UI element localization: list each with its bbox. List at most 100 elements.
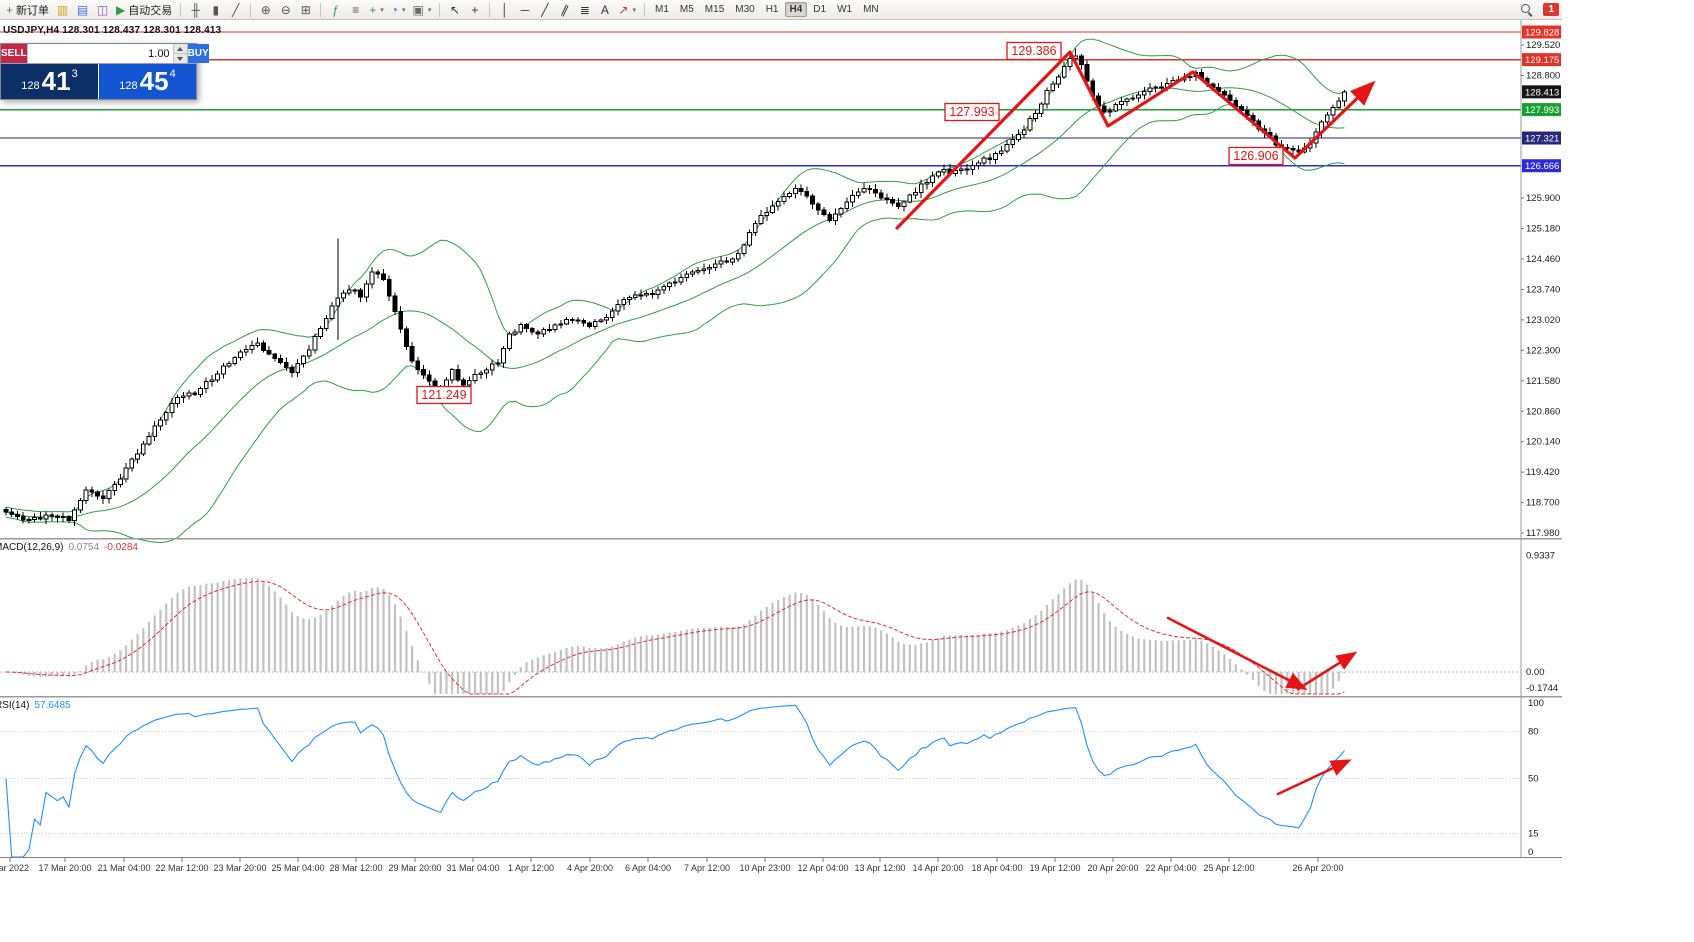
timeframe-m30-button[interactable]: M30 (735, 4, 755, 15)
fibonacci-button[interactable]: ≣ (575, 1, 594, 18)
macd-label: MACD(12,26,9) 0.0754 -0.0284 (0, 542, 138, 553)
buy-button[interactable]: BUY (187, 44, 209, 63)
svg-text:129.386: 129.386 (1011, 44, 1056, 58)
svg-text:125.180: 125.180 (1526, 224, 1560, 235)
toolbar-separator (320, 2, 322, 17)
fibonacci-icon: ≣ (579, 2, 590, 17)
symbol-ohlc-label: USDJPY,H4 128.301 128.437 128.301 128.41… (3, 25, 222, 36)
svg-text:50: 50 (1528, 774, 1539, 785)
market-watch-button[interactable]: ▤ (73, 1, 92, 18)
toolbar-separator (439, 2, 441, 17)
crosshair-button[interactable]: + (465, 1, 484, 18)
cursor-button[interactable]: ↖ (445, 1, 464, 18)
trendline-button[interactable]: ╱ (535, 1, 554, 18)
svg-text:-0.1744: -0.1744 (1526, 683, 1558, 694)
tile-windows-button[interactable]: ⊞ (296, 1, 315, 18)
sell-price-sup: 3 (71, 67, 78, 80)
profiles-button[interactable]: ▥ (53, 1, 72, 18)
timeframe-h1-button[interactable]: H1 (765, 4, 779, 15)
auto-trading-icon: ▶ (116, 2, 126, 17)
svg-text:12 Apr 04:00: 12 Apr 04:00 (797, 863, 848, 873)
toolbar-separator (180, 2, 182, 17)
svg-text:126.906: 126.906 (1233, 149, 1278, 163)
volume-increase-button[interactable] (173, 44, 187, 54)
timeframe-h4-button[interactable]: H4 (784, 2, 808, 17)
sell-price-button[interactable]: 128 41 3 (1, 64, 99, 99)
timeframe-m15-button[interactable]: M15 (704, 4, 725, 15)
horizontal-level-lines[interactable] (0, 31, 1521, 167)
toolbar-separator (643, 2, 645, 17)
auto-trading-button[interactable]: ▶ 自动交易 (113, 1, 175, 18)
indicators-icon: ƒ (332, 2, 340, 17)
rsi-line (5, 704, 1345, 858)
template-button[interactable]: ▣ ▾ (410, 1, 435, 18)
indicator-list-icon: ≡ (352, 2, 360, 17)
panel-separator[interactable] (0, 20, 1562, 858)
buy-price-sup: 4 (169, 67, 176, 80)
svg-text:129.175: 129.175 (1525, 55, 1559, 66)
trend-arrows[interactable] (895, 50, 1376, 796)
caret-down-icon: ▾ (632, 6, 636, 14)
timeframe-m1-button[interactable]: M1 (654, 4, 669, 15)
svg-text:31 Mar 04:00: 31 Mar 04:00 (446, 863, 499, 873)
timeframe-m5-button[interactable]: M5 (679, 4, 694, 15)
svg-text:123.020: 123.020 (1526, 315, 1560, 326)
timeframe-d1-button[interactable]: D1 (813, 4, 827, 15)
svg-text:13 Apr 12:00: 13 Apr 12:00 (854, 863, 905, 873)
price-scale[interactable]: 129.520 128.800 125.900 125.180 124.460 123.7… (1521, 25, 1561, 859)
trendline-icon: ╱ (541, 2, 549, 17)
search-icon (1520, 3, 1533, 16)
new-order-button[interactable]: + 新订单 (3, 1, 52, 18)
candlestick-chart-button[interactable]: ▮ (206, 1, 225, 18)
text-label-icon: A (600, 2, 609, 17)
add-indicator-icon: + (369, 2, 377, 17)
svg-text:0.00: 0.00 (1526, 667, 1545, 678)
svg-text:128.800: 128.800 (1526, 70, 1560, 81)
tile-windows-icon: ⊞ (300, 2, 311, 17)
svg-text:118.700: 118.700 (1526, 498, 1560, 509)
sell-button[interactable]: SELL (1, 44, 27, 63)
add-indicator-button[interactable]: + ▾ (366, 1, 387, 18)
price-callouts[interactable]: 129.386 127.993 126.906 121.249 (416, 41, 1284, 405)
bar-chart-icon: ╫ (191, 2, 200, 17)
line-chart-button[interactable]: ╱ (226, 1, 245, 18)
volume-decrease-button[interactable] (173, 54, 187, 63)
svg-text:129.828: 129.828 (1525, 28, 1559, 39)
channel-button[interactable]: ∥ (555, 1, 574, 18)
indicators-button[interactable]: ƒ (326, 1, 345, 18)
period-button[interactable]: ◔ ▾ (388, 1, 409, 18)
notification-badge[interactable]: 1 (1543, 3, 1559, 16)
svg-text:128.413: 128.413 (1525, 87, 1559, 98)
zoom-in-button[interactable]: ⊕ (256, 1, 275, 18)
volume-input[interactable] (27, 44, 173, 63)
text-label-button[interactable]: A (595, 1, 614, 18)
timeframe-w1-button[interactable]: W1 (837, 4, 853, 15)
svg-text:125.900: 125.900 (1526, 193, 1560, 204)
buy-price-button[interactable]: 128 45 4 (99, 64, 196, 99)
svg-text:19 Apr 12:00: 19 Apr 12:00 (1029, 863, 1080, 873)
svg-text:80: 80 (1528, 726, 1539, 737)
arrow-objects-button[interactable]: ↗ ▾ (615, 1, 639, 18)
timeframe-mn-button[interactable]: MN (863, 4, 879, 15)
search-button[interactable] (1517, 1, 1536, 18)
toolbar-separator (250, 2, 252, 17)
vertical-line-button[interactable]: │ (495, 1, 514, 18)
svg-text:1 Apr 12:00: 1 Apr 12:00 (508, 863, 554, 873)
bollinger-bands (5, 38, 1345, 544)
horizontal-line-button[interactable]: ─ (515, 1, 534, 18)
svg-text:25 Apr 12:00: 25 Apr 12:00 (1203, 863, 1254, 873)
svg-text:15: 15 (1528, 828, 1539, 839)
data-window-button[interactable]: ◫ (93, 1, 112, 18)
time-scale[interactable]: Mar 2022 17 Mar 20:00 21 Mar 04:00 22 Mar 1… (0, 857, 1344, 873)
zoom-out-button[interactable]: ⊖ (276, 1, 295, 18)
svg-text:0.9337: 0.9337 (1526, 550, 1555, 561)
chart-canvas[interactable]: 129.520 128.800 125.900 125.180 124.460 123.7… (0, 20, 1694, 942)
svg-text:129.520: 129.520 (1526, 40, 1560, 51)
indicator-list-button[interactable]: ≡ (346, 1, 365, 18)
rsi-label: RSI(14)57.6485 (0, 700, 71, 711)
svg-text:22 Mar 12:00: 22 Mar 12:00 (155, 863, 208, 873)
bar-chart-button[interactable]: ╫ (186, 1, 205, 18)
template-icon: ▣ (412, 2, 424, 17)
macd-signal-line (5, 580, 1345, 695)
